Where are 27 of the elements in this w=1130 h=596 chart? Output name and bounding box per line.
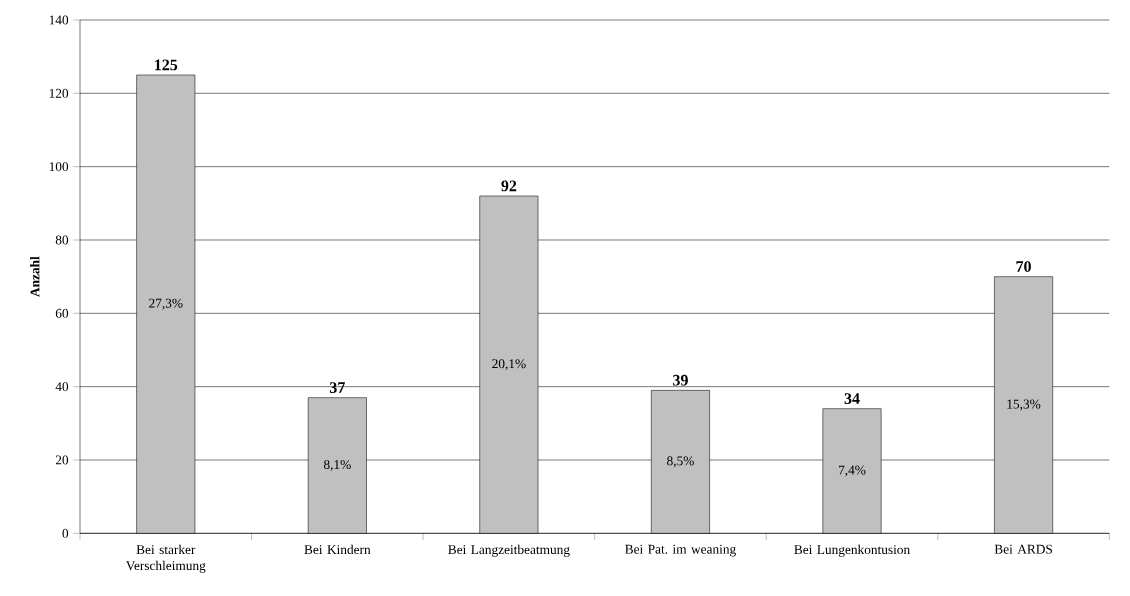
data-label: 92 bbox=[501, 180, 517, 192]
data-label: 39 bbox=[673, 374, 688, 386]
annotation: 7,4% bbox=[838, 465, 866, 477]
annotation: 20,1% bbox=[492, 359, 526, 371]
annotation: 8,1% bbox=[323, 460, 351, 471]
y-tick-label: 40 bbox=[55, 382, 69, 392]
x-tick-label: Bei Kindern bbox=[304, 544, 371, 555]
annotation: 8,5% bbox=[667, 456, 694, 468]
y-axis-title: Anzahl bbox=[30, 256, 40, 297]
data-label: 37 bbox=[329, 382, 345, 393]
y-tick-label: 140 bbox=[49, 15, 69, 25]
y-tick-label: 0 bbox=[62, 528, 69, 538]
x-tick-label: Bei Lungenkontusion bbox=[794, 544, 910, 557]
y-tick-label: 100 bbox=[49, 162, 69, 172]
x-tick-label: Bei starker Verschleimung bbox=[125, 544, 206, 573]
annotation: 27,3% bbox=[149, 298, 183, 310]
x-tick-label: Bei Langzeitbeatmung bbox=[448, 544, 570, 557]
y-tick-label: 60 bbox=[55, 308, 69, 318]
data-label: 34 bbox=[844, 393, 860, 404]
data-label: 125 bbox=[155, 59, 178, 71]
y-tick-label: 20 bbox=[55, 455, 69, 465]
x-tick-label: Bei Pat. im weaning bbox=[625, 544, 736, 557]
annotation: 15,3% bbox=[1007, 399, 1041, 411]
y-tick-label: 80 bbox=[55, 235, 69, 245]
y-tick-label: 120 bbox=[49, 88, 69, 98]
data-label: 70 bbox=[1016, 261, 1031, 272]
x-tick-label: Bei ARDS bbox=[994, 544, 1052, 554]
